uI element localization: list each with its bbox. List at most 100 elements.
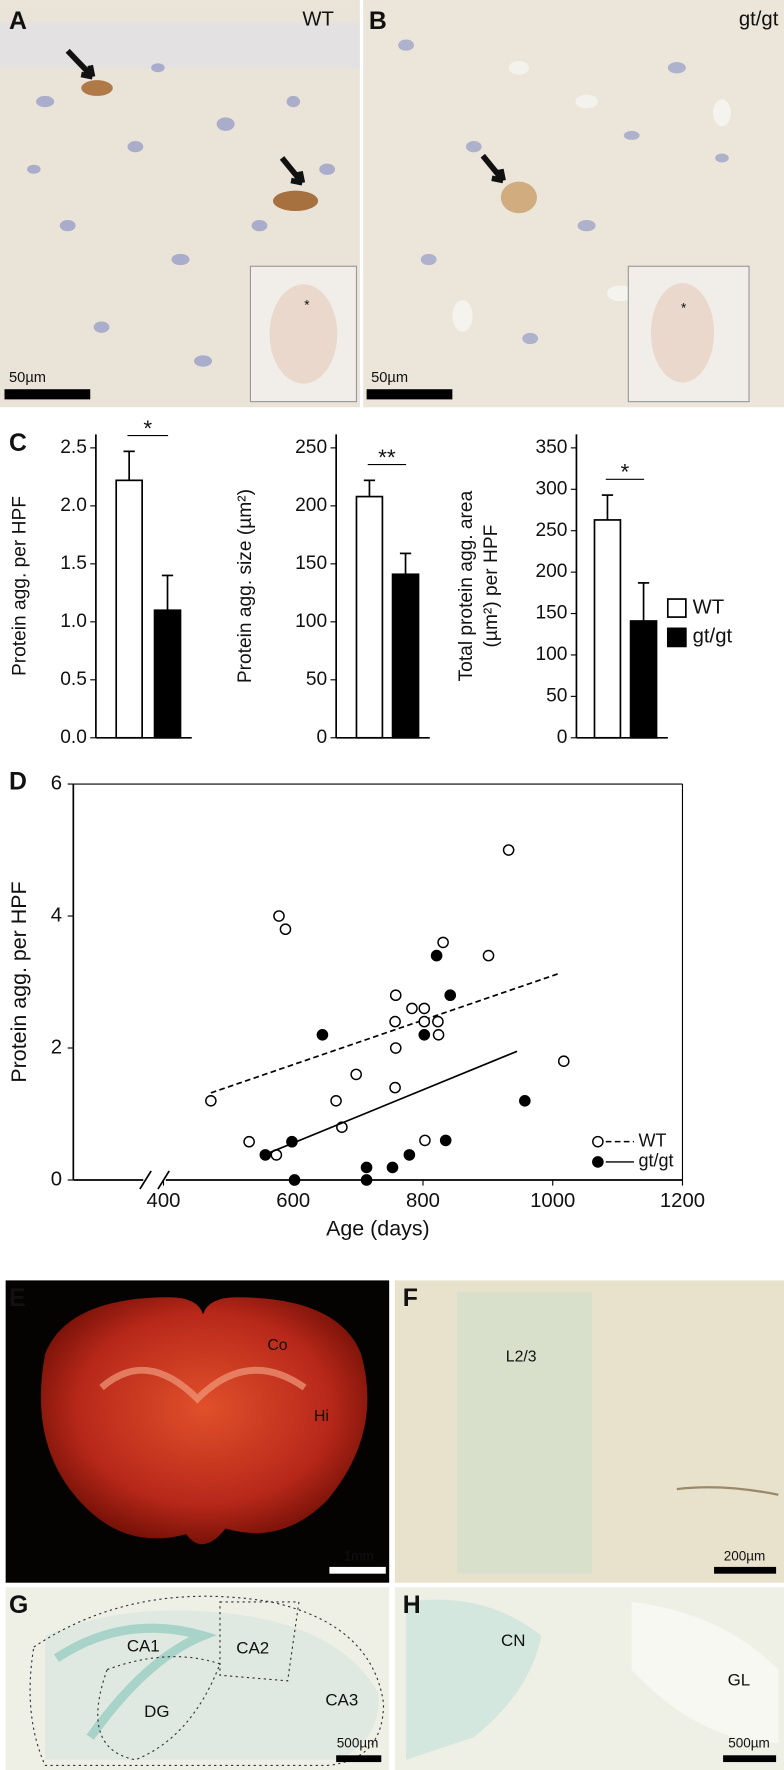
data-point <box>557 1055 570 1068</box>
trend-line <box>210 972 560 1094</box>
panel-annotation: GL <box>728 1670 751 1689</box>
significance-label: * <box>143 416 152 441</box>
y-tick-label: 100 <box>295 611 327 632</box>
panel-annotation: 1mm <box>344 1548 374 1563</box>
y-tick-label: 200 <box>535 561 567 582</box>
bar <box>629 620 658 739</box>
panel-label: C <box>9 430 27 457</box>
bar <box>153 609 182 739</box>
panel-annotation: * <box>681 301 687 316</box>
legend-label: gt/gt <box>693 626 733 648</box>
trend-line <box>266 1050 518 1155</box>
data-point <box>243 1135 255 1148</box>
data-point <box>432 1028 445 1041</box>
significance-label: * <box>621 460 630 485</box>
panel-annotation: gt/gt <box>739 9 779 31</box>
panel-annotation: CA1 <box>127 1636 160 1655</box>
data-point <box>273 910 285 922</box>
panel-annotation: CN <box>501 1631 525 1650</box>
panel-annotation: * <box>304 297 310 312</box>
y-tick-label: 2.0 <box>60 495 87 516</box>
legend-swatch <box>666 598 687 618</box>
data-point <box>286 1135 298 1148</box>
data-point <box>389 989 402 1002</box>
data-point <box>432 1015 444 1028</box>
y-tick-label: 0 <box>51 1168 62 1190</box>
x-axis-label: Age (days) <box>326 1216 430 1240</box>
data-point <box>437 936 449 949</box>
panel-label: E <box>9 1285 26 1312</box>
panel-label: F <box>403 1285 418 1312</box>
legend-label: gt/gt <box>638 1151 673 1171</box>
data-point <box>389 1081 401 1094</box>
y-tick-label: 200 <box>295 495 327 516</box>
data-point <box>259 1149 272 1161</box>
legend-label: WT <box>638 1130 666 1150</box>
panel-annotation: DG <box>144 1702 169 1721</box>
x-tick-label: 600 <box>276 1190 310 1212</box>
panel-label: H <box>403 1592 421 1619</box>
data-point <box>288 1174 301 1186</box>
panel-annotation: 500µm <box>728 1736 770 1751</box>
y-tick-label: 0 <box>557 727 568 748</box>
data-point <box>386 1161 399 1174</box>
panel-annotation: 500µm <box>337 1736 379 1751</box>
y-axis-label: (µm²) per HPF <box>481 525 502 648</box>
y-tick-label: 300 <box>535 478 567 499</box>
panel-label: B <box>369 8 387 35</box>
y-tick-label: 150 <box>295 553 327 574</box>
y-axis-label: Protein agg. per HPF <box>9 496 30 676</box>
data-point <box>389 1042 402 1054</box>
bar <box>355 495 384 739</box>
legend-label: WT <box>693 596 725 618</box>
x-tick-label: 800 <box>406 1190 440 1212</box>
y-axis-label: Protein agg. per HPF <box>7 881 31 1082</box>
legend-marker <box>592 1135 604 1148</box>
x-tick-label: 1000 <box>530 1190 575 1212</box>
data-point <box>430 949 443 962</box>
panel-e-image <box>5 1280 390 1583</box>
panel-f-image <box>394 1280 784 1583</box>
y-tick-label: 2.5 <box>60 437 87 458</box>
y-tick-label: 150 <box>535 603 567 624</box>
y-tick-label: 50 <box>546 685 567 706</box>
significance-label: ** <box>378 445 396 470</box>
data-point <box>418 1028 431 1041</box>
panel-g-image <box>5 1587 390 1770</box>
panel-label: A <box>9 8 27 35</box>
data-point <box>418 1015 431 1028</box>
data-point <box>406 1002 418 1015</box>
data-point <box>482 949 495 962</box>
data-point <box>444 989 457 1002</box>
panel-annotation: 50µm <box>371 370 408 386</box>
data-point <box>279 923 292 936</box>
y-tick-label: 1.5 <box>60 553 87 574</box>
y-tick-label: 0 <box>316 727 327 748</box>
data-point <box>330 1094 342 1107</box>
data-point <box>350 1068 362 1081</box>
panel-annotation: L2/3 <box>506 1348 537 1365</box>
data-point <box>389 1015 401 1028</box>
data-point <box>419 1134 431 1147</box>
legend-swatch <box>666 627 687 648</box>
bar <box>391 573 420 739</box>
data-point <box>316 1028 329 1041</box>
data-point <box>360 1161 373 1174</box>
panel-annotation: Hi <box>314 1408 329 1425</box>
data-point <box>519 1094 531 1107</box>
panel-label: G <box>9 1592 28 1619</box>
y-tick-label: 250 <box>295 437 327 458</box>
y-tick-label: 2 <box>51 1036 62 1058</box>
x-tick-label: 1200 <box>660 1190 705 1212</box>
data-point <box>360 1174 373 1186</box>
data-point <box>418 1002 431 1015</box>
y-tick-label: 250 <box>535 520 567 541</box>
data-point <box>403 1149 416 1161</box>
data-point <box>502 844 515 856</box>
y-axis-label: Total protein agg. area <box>456 490 477 681</box>
panel-label: D <box>9 768 27 795</box>
panel-b-image <box>363 0 784 408</box>
panel-h-image <box>394 1587 784 1770</box>
panel-annotation: WT <box>302 9 334 31</box>
